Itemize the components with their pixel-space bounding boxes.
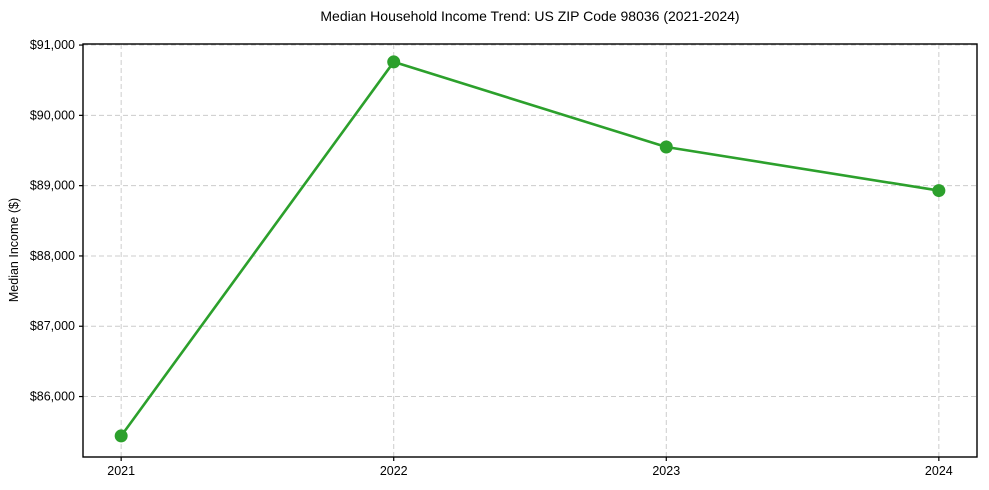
x-tick-label: 2023	[652, 464, 680, 478]
data-point	[932, 184, 946, 198]
y-tick-label: $90,000	[30, 108, 75, 122]
y-tick-label: $88,000	[30, 249, 75, 263]
chart-title: Median Household Income Trend: US ZIP Co…	[320, 8, 740, 24]
data-point	[659, 140, 673, 154]
trend-line	[119, 60, 941, 438]
y-tick-label: $91,000	[30, 38, 75, 52]
x-tick-label: 2022	[380, 464, 408, 478]
y-tick-label: $86,000	[30, 390, 75, 404]
x-tick-label: 2021	[107, 464, 135, 478]
y-tick-label: $89,000	[30, 179, 75, 193]
data-point	[114, 429, 128, 443]
plot-border	[82, 43, 978, 458]
y-tick-label: $87,000	[30, 319, 75, 333]
data-point	[387, 55, 401, 69]
x-tick-label: 2024	[925, 464, 953, 478]
